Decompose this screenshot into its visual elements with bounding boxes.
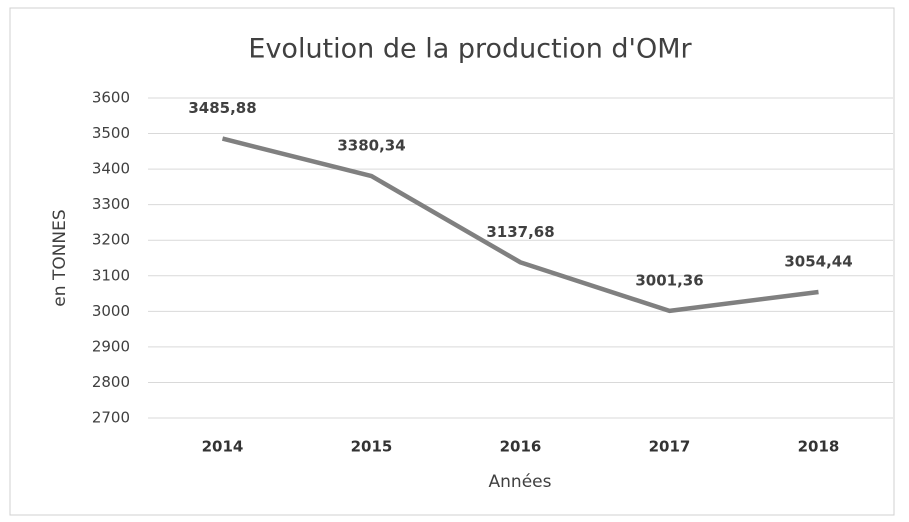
data-label: 3054,44	[784, 252, 852, 270]
y-axis-label: en TONNES	[50, 209, 70, 306]
x-tick-label: 2014	[202, 438, 244, 456]
data-label: 3137,68	[486, 223, 554, 241]
y-tick-label: 2800	[92, 373, 130, 391]
chart-border	[9, 7, 895, 516]
y-tick-label: 3600	[92, 89, 130, 107]
y-tick-label: 2700	[92, 409, 130, 427]
y-tick-label: 3300	[92, 195, 130, 213]
x-tick-label: 2016	[500, 438, 542, 456]
x-axis-label: Années	[489, 472, 552, 492]
y-tick-label: 3000	[92, 302, 130, 320]
y-tick-label: 2900	[92, 337, 130, 355]
x-tick-label: 2017	[649, 438, 691, 456]
y-tick-label: 3500	[92, 124, 130, 142]
x-tick-label: 2015	[351, 438, 393, 456]
data-label: 3380,34	[337, 137, 405, 155]
data-label: 3485,88	[188, 99, 256, 117]
y-tick-label: 3400	[92, 160, 130, 178]
chart-title: Evolution de la production d'OMr	[248, 34, 692, 65]
y-tick-label: 3200	[92, 231, 130, 249]
y-tick-label: 3100	[92, 266, 130, 284]
data-line	[221, 136, 819, 314]
data-label: 3001,36	[635, 271, 703, 289]
x-tick-label: 2018	[798, 438, 840, 456]
